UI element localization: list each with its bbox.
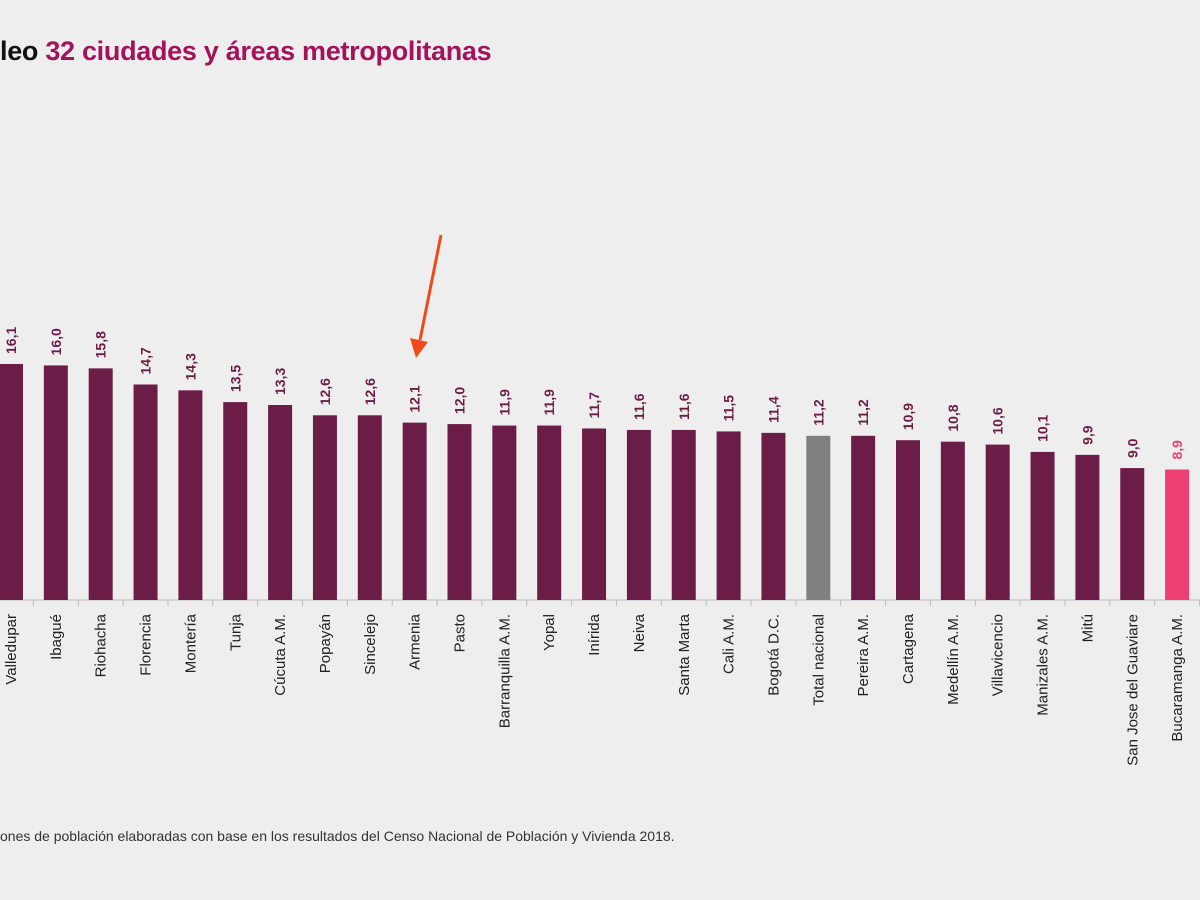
value-label: 11,7 [586, 392, 602, 419]
value-label: 16,0 [48, 328, 64, 355]
value-label: 9,9 [1079, 425, 1095, 445]
category-label: Medellín A.M. [945, 614, 962, 705]
category-label: Montería [182, 613, 199, 673]
category-label: Total nacional [810, 614, 827, 706]
category-label: Bogotá D.C. [765, 614, 782, 696]
bar [268, 405, 293, 600]
value-label: 12,0 [452, 387, 468, 414]
value-label: 10,6 [990, 407, 1006, 434]
category-label: Bucaramanga A.M. [1169, 614, 1186, 742]
category-label: Barranquilla A.M. [496, 614, 513, 728]
category-label: Santa Marta [676, 613, 693, 695]
bar [1165, 469, 1190, 600]
value-label: 8,9 [1169, 440, 1185, 460]
category-label: Sincelejo [362, 614, 379, 675]
value-label: 11,9 [541, 389, 557, 416]
footnote: ones de población elaboradas con base en… [0, 828, 675, 844]
category-label: Cali A.M. [721, 614, 738, 674]
chart-title: leo 32 ciudades y áreas metropolitanas [0, 36, 492, 67]
bar [1030, 451, 1055, 600]
bar [761, 432, 786, 600]
value-label: 16,1 [3, 327, 19, 354]
bar [985, 444, 1010, 600]
bar [626, 429, 651, 600]
bar [582, 428, 607, 600]
bar [896, 440, 920, 600]
category-label: Yopal [541, 614, 558, 651]
bar [357, 415, 382, 600]
value-label: 11,4 [765, 396, 781, 423]
title-highlight: 32 ciudades y áreas metropolitanas [45, 36, 492, 66]
bar [447, 424, 472, 600]
category-label: Manizales A.M. [1035, 614, 1052, 716]
value-label: 10,1 [1035, 414, 1051, 441]
bar [178, 390, 203, 600]
value-label: 10,9 [900, 403, 916, 430]
bar [806, 435, 831, 600]
value-label: 9,0 [1124, 438, 1140, 458]
value-label: 11,2 [810, 399, 826, 426]
category-label: Armenia [407, 613, 424, 670]
category-label: Tunja [227, 613, 244, 651]
category-label: Florencia [138, 613, 155, 675]
value-label: 13,3 [272, 368, 288, 395]
bar [223, 402, 248, 600]
bar [851, 435, 876, 600]
category-label: Riohacha [93, 613, 110, 677]
bar [1075, 454, 1100, 600]
category-label: Popayán [317, 614, 334, 673]
bar [716, 431, 741, 600]
value-label: 11,2 [855, 399, 871, 426]
category-label: Valledupar [3, 614, 20, 685]
bar [537, 425, 562, 600]
bar [402, 422, 427, 600]
value-label: 13,5 [227, 365, 243, 392]
value-label: 11,6 [676, 393, 692, 420]
bar [133, 384, 158, 600]
bar [1120, 468, 1145, 600]
value-label: 14,7 [138, 347, 154, 374]
category-label: Mitú [1079, 614, 1096, 642]
category-label: Inírida [586, 613, 603, 655]
bar [312, 415, 337, 600]
value-label: 12,6 [317, 378, 333, 405]
bar [940, 441, 965, 600]
category-label: Cartagena [900, 613, 917, 684]
category-label: Ibagué [48, 614, 65, 660]
category-label: Neiva [631, 613, 648, 652]
bar [43, 365, 68, 600]
value-label: 12,6 [362, 378, 378, 405]
arrowhead-icon [410, 338, 428, 358]
value-label: 11,9 [496, 389, 512, 416]
title-prefix: leo [0, 36, 39, 66]
value-label: 11,5 [721, 395, 737, 422]
category-label: San Jose del Guaviare [1124, 614, 1141, 766]
value-label: 12,1 [407, 385, 423, 412]
value-label: 11,6 [631, 393, 647, 420]
value-label: 14,3 [182, 353, 198, 380]
bar [88, 368, 113, 600]
bar [492, 425, 517, 600]
value-label: 10,8 [945, 404, 961, 431]
value-label: 15,8 [93, 331, 109, 358]
category-label: Cúcuta A.M. [272, 614, 289, 696]
bar [671, 429, 696, 600]
bar [0, 363, 23, 600]
category-label: Pasto [452, 614, 469, 652]
arrow-icon [418, 234, 443, 341]
category-label: Villavicencio [990, 614, 1007, 696]
category-label: Pereira A.M. [855, 614, 872, 697]
